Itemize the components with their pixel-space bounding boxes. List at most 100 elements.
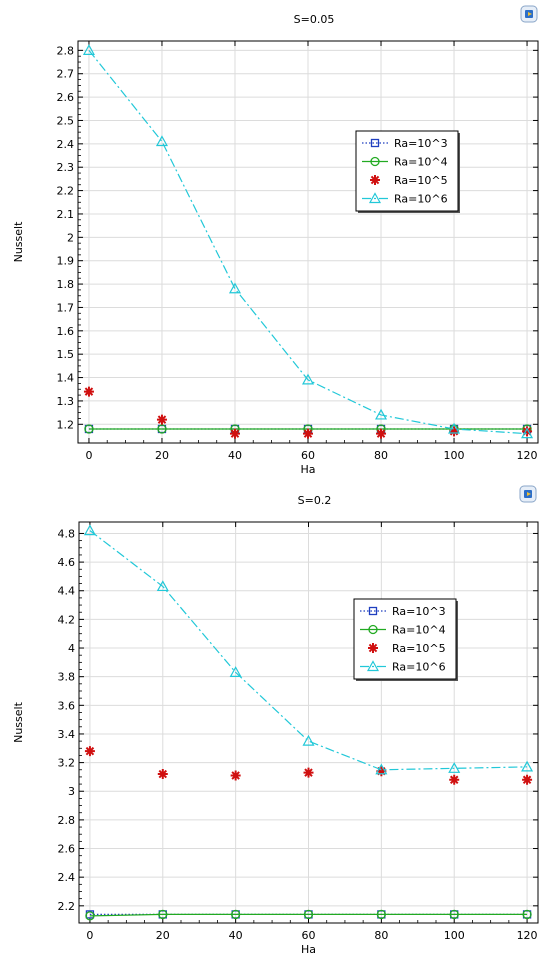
data-point bbox=[158, 909, 168, 920]
data-point bbox=[84, 424, 94, 434]
x-tick-label: 80 bbox=[374, 929, 388, 942]
y-tick-label: 1.5 bbox=[57, 348, 75, 361]
window-icon bbox=[520, 5, 538, 23]
y-tick-label: 2.4 bbox=[57, 138, 75, 151]
chart-title: S=0.05 bbox=[294, 13, 335, 26]
y-tick-label: 4.6 bbox=[58, 556, 76, 569]
data-point bbox=[449, 774, 460, 785]
y-tick-label: 1.9 bbox=[57, 255, 75, 268]
data-point bbox=[521, 427, 534, 439]
legend: Ra=10^3 Ra=10^4 Ra=10^5 Ra=10^6 bbox=[355, 130, 460, 213]
data-point bbox=[156, 580, 169, 592]
series-4 bbox=[82, 44, 534, 439]
y-tick-label: 2.6 bbox=[58, 843, 76, 856]
data-point bbox=[448, 762, 461, 773]
y-axis-label: Nusselt bbox=[12, 221, 25, 262]
chart-2: S=0.2 2.2 2.4 2.6 2.8 3 3.2 3.4 3.6 3.8 4 4.2 4.4 4.6… bbox=[12, 485, 539, 956]
y-tick-label: 3.8 bbox=[58, 671, 76, 684]
x-tick-label: 60 bbox=[302, 929, 316, 942]
y-tick-label: 1.8 bbox=[57, 278, 75, 291]
legend-label: Ra=10^6 bbox=[394, 193, 448, 206]
legend-label: Ra=10^5 bbox=[394, 174, 448, 187]
data-point bbox=[521, 760, 534, 772]
data-point bbox=[303, 909, 314, 920]
data-point bbox=[376, 428, 387, 439]
x-tick-label: 120 bbox=[517, 929, 538, 942]
data-point bbox=[449, 426, 460, 437]
legend-label: Ra=10^5 bbox=[392, 642, 446, 655]
window-icon-arrow bbox=[528, 12, 532, 16]
x-tick-label: 0 bbox=[85, 449, 92, 462]
data-point bbox=[84, 746, 95, 757]
y-tick-label: 1.3 bbox=[57, 395, 75, 408]
y-tick-label: 4.4 bbox=[58, 585, 76, 598]
x-tick-label: 20 bbox=[156, 929, 170, 942]
series-line bbox=[89, 913, 528, 917]
legend-marker bbox=[368, 192, 382, 204]
y-tick-label: 1.4 bbox=[57, 372, 75, 385]
y-tick-label: 2.6 bbox=[57, 91, 75, 104]
x-tick-label: 60 bbox=[301, 449, 315, 462]
data-point bbox=[303, 767, 314, 778]
y-tick-label: 2.3 bbox=[57, 161, 75, 174]
y-tick-label: 2.4 bbox=[58, 871, 76, 884]
legend-marker bbox=[368, 606, 378, 616]
legend-entry: Ra=10^6 bbox=[362, 192, 448, 206]
x-tick-label: 120 bbox=[517, 449, 538, 462]
data-point bbox=[82, 44, 95, 55]
data-point bbox=[229, 666, 242, 677]
y-axis-label: Nusselt bbox=[12, 701, 25, 742]
y-tick-label: 2.5 bbox=[57, 114, 75, 127]
y-tick-label: 1.6 bbox=[57, 325, 75, 338]
legend-label: Ra=10^6 bbox=[392, 661, 446, 674]
legend-entry: Ra=10^5 bbox=[368, 642, 446, 655]
y-tick-label: 2 bbox=[67, 231, 74, 244]
data-point bbox=[375, 763, 388, 775]
data-point bbox=[83, 524, 96, 536]
y-tick-label: 4 bbox=[68, 642, 75, 655]
x-axis-label: Ha bbox=[300, 463, 315, 476]
legend-marker bbox=[370, 138, 380, 148]
legend-marker bbox=[370, 156, 380, 167]
y-tick-label: 4.8 bbox=[58, 527, 76, 540]
y-tick-label: 4.2 bbox=[58, 613, 76, 626]
chart-1: S=0.05 1.2 1.3 1.4 1.5 1.6 1.7 1.8 1.9 2 2.1 2.2 2.3… bbox=[12, 5, 539, 476]
x-axis-label: Ha bbox=[301, 943, 316, 956]
data-point bbox=[448, 422, 461, 434]
series-4 bbox=[83, 524, 534, 775]
y-tick-label: 2.8 bbox=[57, 44, 75, 57]
legend-label: Ra=10^3 bbox=[392, 605, 446, 618]
y-tick-label: 3.6 bbox=[58, 699, 76, 712]
series-3 bbox=[84, 746, 533, 785]
legend-entry: Ra=10^4 bbox=[360, 624, 446, 637]
data-point bbox=[376, 909, 387, 920]
y-tick-label: 2.2 bbox=[58, 900, 76, 913]
x-tick-label: 100 bbox=[444, 449, 465, 462]
legend-label: Ra=10^4 bbox=[394, 156, 448, 169]
x-tick-label: 40 bbox=[229, 929, 243, 942]
legend-entry: Ra=10^3 bbox=[362, 137, 448, 150]
legend-marker bbox=[368, 643, 378, 653]
x-tick-label: 80 bbox=[374, 449, 388, 462]
legend-marker bbox=[368, 624, 378, 635]
y-tick-label: 1.7 bbox=[57, 301, 75, 314]
series-line bbox=[88, 49, 528, 435]
data-point bbox=[449, 909, 459, 920]
legend-entry: Ra=10^6 bbox=[360, 660, 446, 674]
x-tick-label: 100 bbox=[444, 929, 465, 942]
data-point bbox=[156, 414, 167, 425]
legend-entry: Ra=10^3 bbox=[360, 605, 446, 618]
data-point bbox=[376, 766, 387, 777]
legend-label: Ra=10^3 bbox=[394, 137, 448, 150]
data-point bbox=[155, 135, 168, 147]
legend-entry: Ra=10^5 bbox=[370, 174, 448, 187]
data-point bbox=[230, 909, 241, 920]
series-3 bbox=[83, 386, 533, 439]
data-point bbox=[85, 911, 95, 921]
data-point bbox=[228, 282, 242, 294]
window-icon bbox=[519, 485, 537, 503]
y-tick-label: 2.7 bbox=[57, 68, 75, 81]
data-point bbox=[157, 769, 168, 780]
chart-title: S=0.2 bbox=[298, 494, 332, 507]
x-tick-label: 0 bbox=[86, 929, 93, 942]
